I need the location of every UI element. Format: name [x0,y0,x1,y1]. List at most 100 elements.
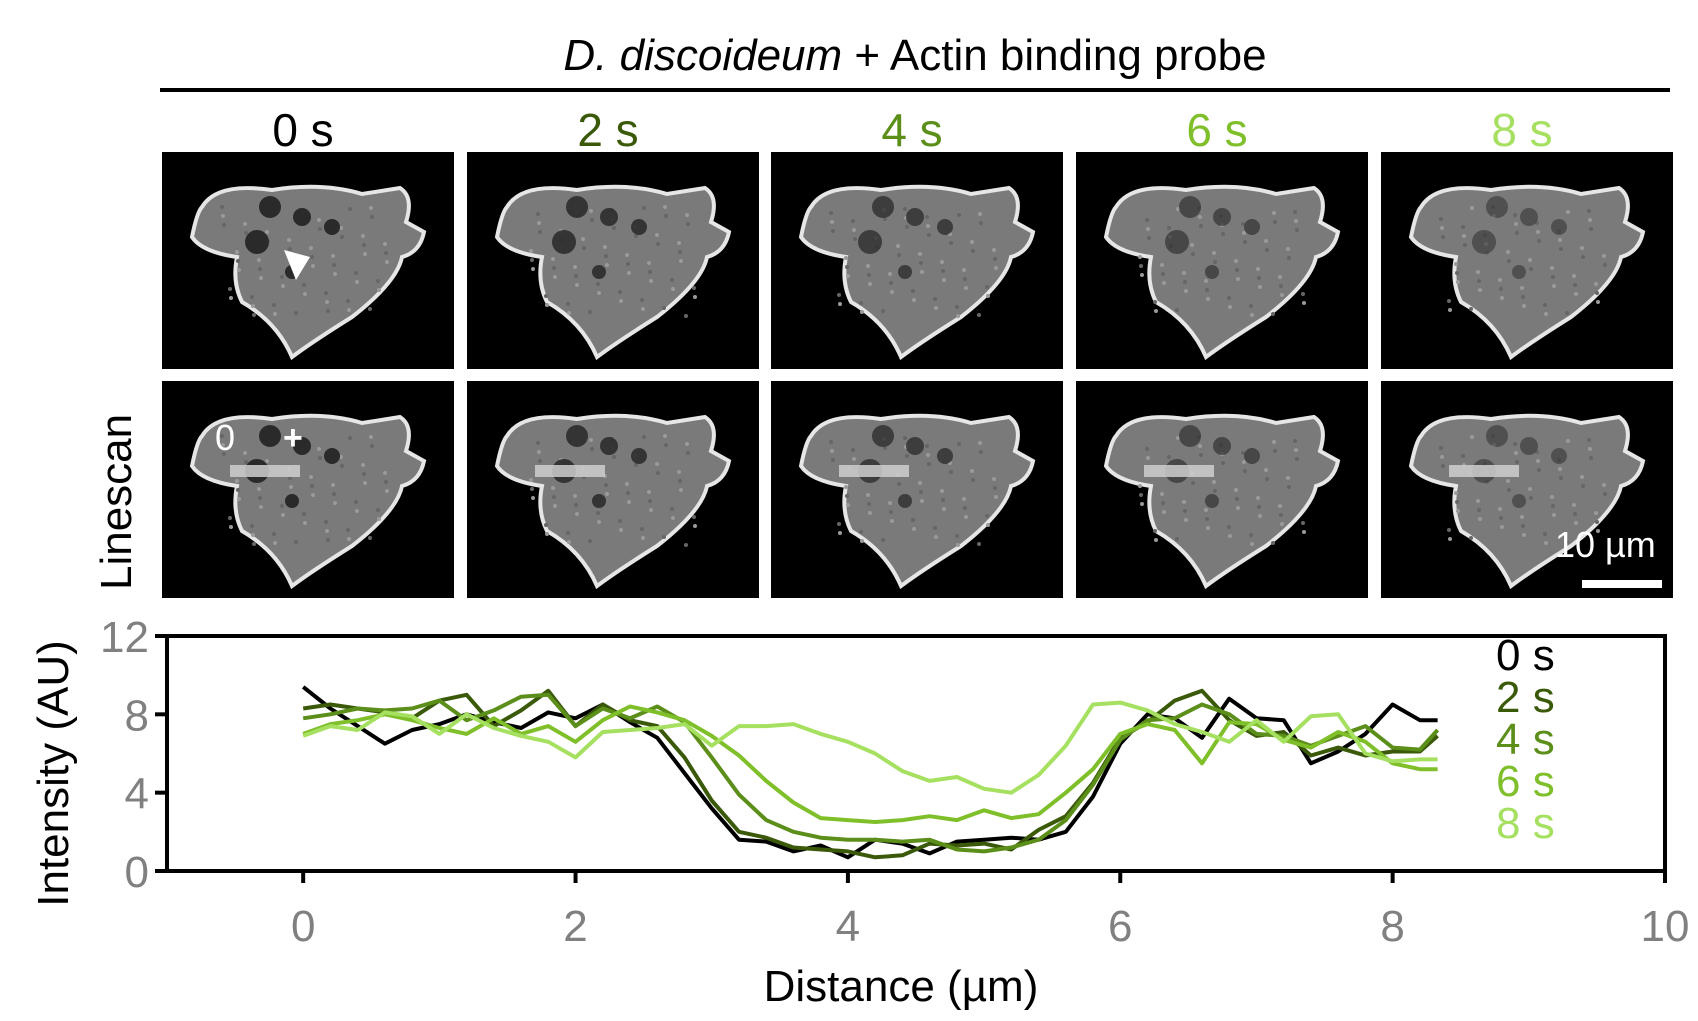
series-line-4s [302,692,1440,854]
linescan-image-4s [771,381,1063,598]
vesicle [872,425,894,447]
cell-body [494,413,732,590]
legend-entry-8s: 8 s [1496,799,1555,848]
cell-image-4s [771,152,1063,369]
arrowhead-marker [284,250,310,280]
vesicle [1213,437,1231,455]
x-axis-label: Distance (µm) [764,962,1039,1011]
vesicle [1551,448,1567,464]
vesicle [324,448,340,464]
plot-frame [165,634,1667,873]
vesicle [906,208,924,226]
vesicle [631,219,647,235]
timepoint-label-8s: 8 s [1491,104,1553,156]
scale-bar [1582,580,1662,588]
x-tick-label: 10 [1641,902,1690,951]
x-tick-label: 6 [1108,902,1132,951]
series-line-8s [302,700,1438,795]
y-axis-label: Intensity (AU) [29,640,78,907]
vesicle [858,230,882,254]
cell-image-0s [162,152,454,369]
timepoint-label-0s: 0 s [272,104,334,156]
x-tick-label: 0 [291,902,315,951]
linescan-line [230,465,300,477]
vesicle [1244,219,1260,235]
vesicle [600,437,618,455]
vesicle [937,219,953,235]
vesicle [898,494,912,508]
chart-series [301,685,1440,860]
vesicle [259,196,281,218]
chart-legend: 0 s2 s4 s6 s8 s [1496,631,1555,848]
timepoint-label-2s: 2 s [577,104,639,156]
vesicle [245,230,269,254]
vesicle [631,448,647,464]
linescan-image-0s [162,381,454,598]
vesicle [898,265,912,279]
vesicle [1179,425,1201,447]
vesicle [552,230,576,254]
linescan-line [839,465,909,477]
legend-entry-2s: 2 s [1496,673,1555,722]
vesicle [1512,494,1526,508]
x-tick-label: 8 [1380,902,1404,951]
vesicle [872,196,894,218]
vesicle [1179,196,1201,218]
vesicle [1213,208,1231,226]
linescan-start-label: 0 [215,417,236,458]
vesicle [566,196,588,218]
chart-axes: 0 4 8 12 0 2 4 6 8 10 Distance (µm) Intensity (AU) [29,613,1689,1011]
cell-image-8s [1381,152,1673,369]
linescan-line [1144,465,1214,477]
cell-body [494,184,732,361]
series-line-6s [302,704,1438,824]
cell-image-2s [467,152,759,369]
legend-entry-4s: 4 s [1496,715,1555,764]
timepoint-label-6s: 6 s [1186,104,1248,156]
vesicle [1165,230,1189,254]
cell-body [798,413,1036,590]
y-tick-label: 12 [100,613,149,662]
cell-image-6s [1076,152,1368,369]
vesicle [906,437,924,455]
legend-entry-6s: 6 s [1496,757,1555,806]
linescan-image-8s [1381,381,1673,598]
vesicle [1520,437,1538,455]
x-tick-label: 2 [563,902,587,951]
linescan-line [535,465,605,477]
figure-title-organism: D. discoideum [563,31,843,80]
linescan-row-label: Linescan [92,413,141,590]
linescan-image-6s [1076,381,1368,598]
cell-body [1103,184,1341,361]
vesicle [1205,494,1219,508]
cell-body [1103,413,1341,590]
vesicle [937,448,953,464]
vesicle [293,208,311,226]
vesicle [1486,425,1508,447]
y-tick-label: 8 [125,691,149,740]
vesicle [285,494,299,508]
cell-body [189,413,427,590]
vesicle [1205,265,1219,279]
cell-body [189,184,427,361]
vesicle [1512,265,1526,279]
vesicle [324,219,340,235]
y-tick-label: 0 [125,848,149,897]
vesicle [293,437,311,455]
vesicle [592,265,606,279]
vesicle [1486,196,1508,218]
linescan-line [1449,465,1519,477]
x-tick-label: 4 [836,902,860,951]
linescan-image-2s [467,381,759,598]
vesicle [1520,208,1538,226]
vesicle [600,208,618,226]
vesicle [259,425,281,447]
vesicle [1472,230,1496,254]
vesicle [1244,448,1260,464]
y-tick-label: 4 [125,770,149,819]
legend-entry-0s: 0 s [1496,631,1555,680]
timepoint-label-4s: 4 s [881,104,943,156]
cell-body [798,184,1036,361]
figure-title-probe: + Actin binding probe [842,31,1267,80]
